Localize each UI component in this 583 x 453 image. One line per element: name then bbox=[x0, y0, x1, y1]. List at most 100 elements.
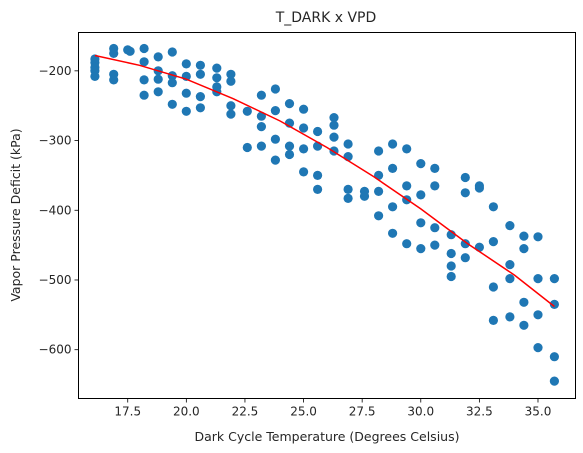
data-point bbox=[519, 320, 529, 330]
data-point bbox=[505, 221, 515, 231]
y-tick-label: −200 bbox=[39, 64, 72, 78]
data-point bbox=[256, 90, 266, 100]
data-point bbox=[460, 172, 470, 183]
data-point bbox=[533, 310, 543, 320]
x-tick-label: 32.5 bbox=[466, 405, 493, 419]
data-point bbox=[446, 248, 456, 259]
data-point bbox=[402, 144, 412, 154]
data-point bbox=[549, 274, 560, 284]
data-point bbox=[256, 141, 266, 151]
x-tick-label: 30.0 bbox=[407, 405, 434, 419]
data-point bbox=[90, 71, 100, 81]
data-point bbox=[505, 312, 515, 322]
data-point bbox=[167, 78, 177, 88]
data-point bbox=[181, 106, 191, 116]
data-point bbox=[109, 75, 119, 85]
data-point bbox=[374, 186, 384, 196]
y-tick-label: −500 bbox=[39, 273, 72, 287]
data-point bbox=[474, 183, 484, 193]
data-point bbox=[313, 126, 323, 137]
y-tick-label: −300 bbox=[39, 134, 72, 148]
data-point bbox=[329, 132, 339, 142]
data-point bbox=[402, 181, 412, 191]
data-point bbox=[284, 99, 295, 109]
axes-frame bbox=[78, 32, 576, 399]
data-point bbox=[460, 253, 470, 263]
data-point bbox=[519, 244, 529, 254]
data-point bbox=[226, 69, 236, 79]
data-point bbox=[430, 223, 440, 233]
data-point bbox=[139, 90, 149, 100]
data-point bbox=[153, 52, 163, 62]
data-point bbox=[181, 59, 191, 69]
x-tick-label: 25.0 bbox=[290, 405, 317, 419]
data-point bbox=[226, 101, 236, 111]
data-point bbox=[139, 43, 149, 54]
data-point bbox=[388, 139, 398, 149]
data-point bbox=[226, 76, 236, 86]
data-point bbox=[416, 244, 426, 254]
data-point bbox=[505, 260, 515, 270]
data-point bbox=[270, 155, 280, 165]
data-point bbox=[446, 261, 456, 271]
data-point bbox=[416, 159, 426, 169]
data-point bbox=[299, 167, 309, 177]
data-point bbox=[416, 190, 426, 200]
data-point bbox=[195, 92, 205, 102]
x-axis-label: Dark Cycle Temperature (Degrees Celsius) bbox=[195, 429, 460, 444]
x-tick-label: 27.5 bbox=[349, 405, 376, 419]
data-point bbox=[299, 104, 309, 114]
data-point bbox=[226, 109, 236, 119]
axis-ticks: 17.5 20.0 22.5 25.0 27.5 30.0 32.5 35.0 −200 −300… bbox=[39, 64, 552, 419]
data-point bbox=[533, 274, 543, 284]
data-point bbox=[519, 231, 529, 241]
data-point bbox=[549, 352, 560, 362]
x-tick-label: 20.0 bbox=[173, 405, 200, 419]
data-point bbox=[195, 60, 205, 70]
y-tick-label: −400 bbox=[39, 203, 72, 217]
data-point bbox=[402, 239, 412, 249]
data-point bbox=[343, 193, 353, 203]
x-tick-label: 22.5 bbox=[232, 405, 259, 419]
data-point bbox=[167, 99, 177, 109]
data-point bbox=[446, 271, 456, 282]
data-point bbox=[488, 282, 498, 292]
data-point bbox=[212, 63, 222, 73]
data-point bbox=[195, 103, 205, 113]
data-point bbox=[359, 191, 370, 201]
x-tick-label: 35.0 bbox=[525, 405, 552, 419]
data-point bbox=[256, 122, 266, 132]
data-point bbox=[284, 141, 295, 151]
plot-area bbox=[90, 43, 560, 386]
data-point bbox=[212, 73, 222, 83]
fit-line bbox=[94, 54, 555, 308]
data-point bbox=[519, 297, 529, 307]
data-point bbox=[270, 134, 280, 144]
data-point bbox=[242, 106, 252, 116]
y-tick-label: −600 bbox=[39, 343, 72, 357]
data-point bbox=[313, 170, 323, 180]
data-point bbox=[284, 149, 295, 160]
data-point bbox=[195, 69, 205, 79]
data-point bbox=[430, 163, 440, 173]
data-point bbox=[416, 218, 426, 228]
data-point bbox=[430, 181, 440, 191]
data-point bbox=[181, 88, 191, 98]
data-point bbox=[299, 123, 309, 133]
data-point bbox=[533, 232, 543, 242]
data-point bbox=[505, 274, 515, 284]
data-point bbox=[374, 211, 384, 221]
data-point bbox=[474, 242, 484, 252]
data-point bbox=[460, 188, 470, 198]
data-point bbox=[270, 106, 280, 116]
data-point bbox=[329, 120, 339, 130]
data-point bbox=[313, 184, 323, 194]
y-axis-label: Vapor Pressure Deficit (kPa) bbox=[8, 128, 23, 301]
data-point bbox=[460, 239, 470, 249]
data-point bbox=[388, 228, 398, 238]
data-point bbox=[374, 146, 384, 156]
data-point bbox=[153, 87, 163, 97]
data-point bbox=[167, 47, 177, 57]
data-point bbox=[329, 113, 339, 123]
